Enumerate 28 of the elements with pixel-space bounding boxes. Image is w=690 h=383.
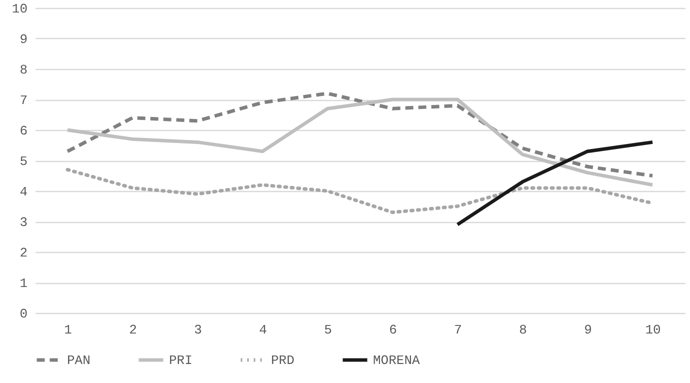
x-tick-label: 5 — [324, 322, 332, 338]
y-tick-label: 9 — [20, 32, 28, 47]
y-tick-label: 10 — [12, 2, 28, 16]
y-tick-label: 1 — [20, 276, 28, 291]
y-tick-label: 8 — [20, 62, 28, 78]
y-tick-label: 4 — [20, 184, 28, 200]
y-tick-label: 3 — [20, 215, 28, 230]
x-tick-label: 6 — [389, 322, 397, 338]
x-tick-label: 8 — [519, 322, 527, 338]
y-tick-label: 5 — [20, 154, 28, 169]
x-tick-label: 7 — [454, 322, 462, 338]
line-series — [66, 92, 654, 178]
y-tick-label: 0 — [20, 306, 28, 322]
line-series — [66, 98, 654, 187]
x-tick-label: 3 — [194, 322, 202, 338]
x-tick-label: 1 — [64, 322, 72, 338]
x-tick-label: 4 — [259, 322, 268, 338]
y-tick-label: 6 — [20, 124, 28, 138]
y-tick-label: 7 — [20, 93, 28, 108]
legend-label: PAN — [67, 353, 90, 368]
legend-label: PRD — [271, 353, 295, 368]
line-series — [456, 140, 654, 226]
legend-label: PRI — [169, 353, 192, 368]
x-tick-label: 2 — [129, 322, 137, 338]
legend-label: MORENA — [373, 353, 420, 368]
y-tick-label: 2 — [20, 246, 28, 260]
x-tick-label: 10 — [645, 322, 661, 338]
x-tick-label: 9 — [584, 322, 592, 338]
